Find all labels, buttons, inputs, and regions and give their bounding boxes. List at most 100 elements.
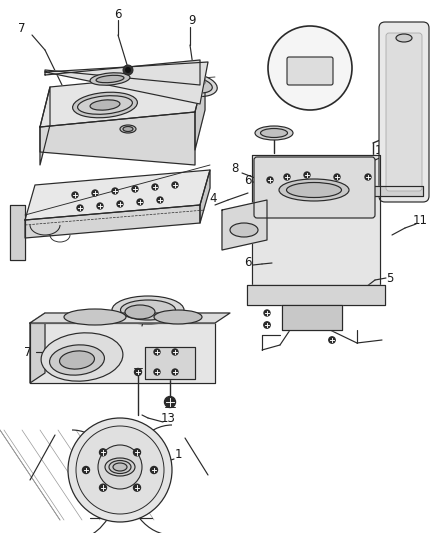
Circle shape xyxy=(76,426,164,514)
Circle shape xyxy=(172,349,178,355)
Circle shape xyxy=(165,397,176,408)
FancyBboxPatch shape xyxy=(379,22,429,202)
Circle shape xyxy=(154,349,160,355)
Ellipse shape xyxy=(123,126,133,132)
Circle shape xyxy=(132,186,138,192)
Text: 13: 13 xyxy=(161,411,176,424)
Circle shape xyxy=(365,174,371,180)
Text: 10: 10 xyxy=(374,143,389,157)
FancyBboxPatch shape xyxy=(287,57,333,85)
Circle shape xyxy=(72,192,78,198)
FancyBboxPatch shape xyxy=(386,33,422,191)
Ellipse shape xyxy=(261,128,287,138)
Ellipse shape xyxy=(73,92,138,118)
Circle shape xyxy=(99,484,106,491)
Polygon shape xyxy=(25,205,200,238)
Polygon shape xyxy=(195,72,205,150)
Circle shape xyxy=(304,172,310,178)
Circle shape xyxy=(92,190,98,196)
Text: 7: 7 xyxy=(18,21,26,35)
Ellipse shape xyxy=(154,310,202,324)
Ellipse shape xyxy=(90,100,120,110)
Circle shape xyxy=(117,201,123,207)
Polygon shape xyxy=(45,62,208,104)
Text: 11: 11 xyxy=(413,214,427,227)
Polygon shape xyxy=(282,305,342,330)
Ellipse shape xyxy=(78,96,132,114)
Ellipse shape xyxy=(279,179,349,201)
Ellipse shape xyxy=(41,333,123,381)
Text: 6: 6 xyxy=(114,7,122,20)
Circle shape xyxy=(151,466,158,473)
Text: 12: 12 xyxy=(141,295,155,309)
Circle shape xyxy=(112,188,118,194)
Circle shape xyxy=(172,182,178,188)
Ellipse shape xyxy=(286,182,342,198)
Ellipse shape xyxy=(49,345,104,375)
Polygon shape xyxy=(30,323,215,383)
Ellipse shape xyxy=(96,75,124,83)
Ellipse shape xyxy=(255,126,293,140)
Circle shape xyxy=(99,449,106,456)
Circle shape xyxy=(152,184,158,190)
Ellipse shape xyxy=(120,125,136,133)
Polygon shape xyxy=(222,200,267,250)
Polygon shape xyxy=(30,313,45,383)
Text: 2: 2 xyxy=(416,21,424,35)
Ellipse shape xyxy=(396,34,412,42)
Ellipse shape xyxy=(109,461,131,473)
Circle shape xyxy=(329,337,335,343)
Polygon shape xyxy=(40,112,195,165)
Ellipse shape xyxy=(60,351,95,369)
Circle shape xyxy=(137,199,143,205)
Circle shape xyxy=(268,26,352,110)
Text: 1: 1 xyxy=(344,156,352,168)
Ellipse shape xyxy=(90,73,130,85)
Ellipse shape xyxy=(230,223,258,237)
Text: 4: 4 xyxy=(209,191,217,205)
Polygon shape xyxy=(370,186,423,196)
Text: 6: 6 xyxy=(244,256,252,270)
Polygon shape xyxy=(40,72,205,127)
Ellipse shape xyxy=(178,77,212,93)
Polygon shape xyxy=(30,313,230,323)
Circle shape xyxy=(77,205,83,211)
Text: 3: 3 xyxy=(306,90,314,102)
Text: 5: 5 xyxy=(386,271,394,285)
Ellipse shape xyxy=(173,74,217,96)
Circle shape xyxy=(68,418,172,522)
Polygon shape xyxy=(40,87,50,165)
Circle shape xyxy=(157,197,163,203)
Circle shape xyxy=(97,203,103,209)
Ellipse shape xyxy=(185,76,205,86)
Circle shape xyxy=(284,174,290,180)
Circle shape xyxy=(134,449,141,456)
Circle shape xyxy=(267,177,273,183)
Ellipse shape xyxy=(64,309,126,325)
Text: 9: 9 xyxy=(188,13,196,27)
Polygon shape xyxy=(45,60,200,85)
Ellipse shape xyxy=(112,296,184,324)
Circle shape xyxy=(134,368,141,376)
Text: 1: 1 xyxy=(174,448,182,462)
Text: 6: 6 xyxy=(188,356,196,368)
Circle shape xyxy=(154,369,160,375)
Text: 8: 8 xyxy=(231,161,239,174)
Ellipse shape xyxy=(113,463,127,471)
Polygon shape xyxy=(145,347,195,379)
Polygon shape xyxy=(10,205,25,260)
Circle shape xyxy=(82,466,89,473)
Text: 7: 7 xyxy=(24,345,32,359)
FancyBboxPatch shape xyxy=(254,157,375,218)
Circle shape xyxy=(172,369,178,375)
Circle shape xyxy=(334,174,340,180)
Circle shape xyxy=(264,310,270,316)
Circle shape xyxy=(98,445,142,489)
Circle shape xyxy=(123,65,133,75)
Polygon shape xyxy=(252,155,380,285)
Text: 6: 6 xyxy=(244,174,252,187)
Circle shape xyxy=(134,484,141,491)
Polygon shape xyxy=(200,170,210,223)
Ellipse shape xyxy=(105,458,135,476)
Ellipse shape xyxy=(120,300,176,320)
